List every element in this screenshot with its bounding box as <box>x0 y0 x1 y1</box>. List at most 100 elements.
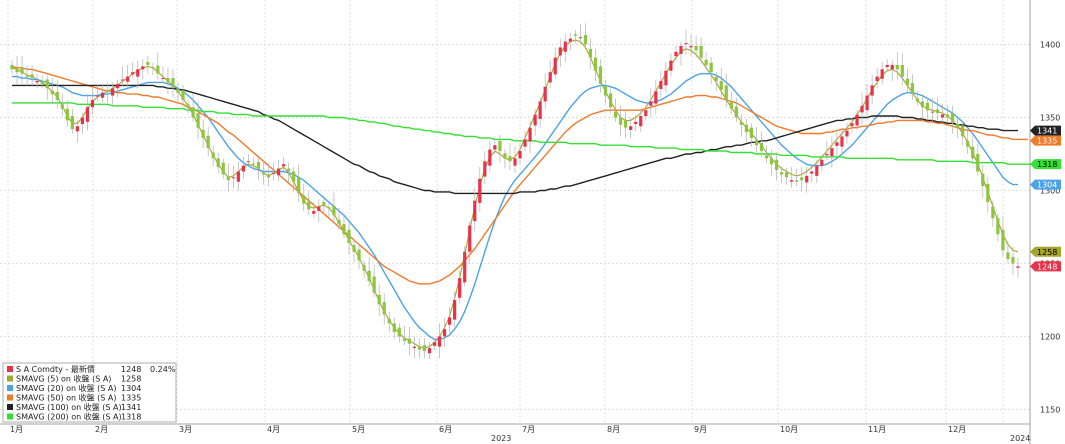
candle-body <box>151 67 155 69</box>
legend-swatch <box>7 413 13 420</box>
candle-body <box>417 346 422 350</box>
candle-body <box>885 64 889 68</box>
candle-body <box>1001 229 1005 251</box>
candle-body <box>332 205 336 216</box>
candle-body <box>945 114 950 118</box>
candle-body <box>749 127 754 138</box>
candle-body <box>644 110 648 117</box>
candle-body <box>754 140 759 146</box>
candle-body <box>704 59 708 65</box>
candle-body <box>367 270 371 281</box>
candle-body <box>342 224 346 235</box>
candle-body <box>568 38 572 42</box>
candle-body <box>453 299 457 320</box>
candle-body <box>870 85 874 96</box>
candle-body <box>880 69 884 79</box>
candle-body <box>563 41 567 52</box>
candle-body <box>141 66 145 70</box>
candle-body <box>729 102 733 109</box>
x-tick-label: 6月 <box>439 425 452 434</box>
candle-body <box>256 161 261 169</box>
candle-body <box>719 80 723 90</box>
candle-body <box>920 101 925 108</box>
y-tick-label: 1200 <box>1040 332 1060 341</box>
candle-body <box>70 116 74 130</box>
candle-body <box>75 126 79 132</box>
candle-body <box>121 79 125 81</box>
candle-body <box>1006 252 1010 260</box>
x-year-label: 2023 <box>491 434 511 443</box>
candle-body <box>201 129 205 138</box>
candle-body <box>347 229 351 244</box>
candle-body <box>463 251 467 283</box>
candle-body <box>578 37 582 39</box>
legend-box <box>2 362 177 423</box>
ma-value-tag-2 <box>1030 135 1061 146</box>
candle-body <box>352 245 356 252</box>
candle-body <box>90 99 95 108</box>
candle-body <box>744 124 748 133</box>
candle-body <box>669 60 673 71</box>
candle-body <box>659 80 663 90</box>
candle-body <box>699 45 703 58</box>
x-tick-label: 12月 <box>948 425 966 434</box>
candle-body <box>654 91 658 104</box>
x-axis: 1月 2月 3月 4月 5月 6月 7月 8月 9月 10月 11月 12月 2023 2024 <box>0 423 1030 443</box>
candle-body <box>407 338 411 344</box>
candle-body <box>442 329 447 337</box>
candle-body <box>126 76 130 82</box>
candle-body <box>518 151 522 159</box>
candle-body <box>105 90 110 92</box>
candle-body <box>231 177 235 179</box>
candle-body <box>956 124 960 128</box>
candle-body <box>136 69 140 77</box>
y-tick-label: 1400 <box>1040 40 1060 49</box>
candle-body <box>820 159 824 166</box>
candle-body <box>830 148 834 157</box>
candle-body <box>287 168 291 172</box>
grid <box>0 0 1030 424</box>
candle-body <box>357 249 361 261</box>
candle-body <box>890 64 894 70</box>
candle-body <box>156 65 160 74</box>
candle-body <box>377 294 381 305</box>
legend-swatch <box>7 404 13 410</box>
candle-body <box>991 206 995 219</box>
candle-body <box>412 346 416 349</box>
candle-body <box>593 57 598 71</box>
candle-body <box>966 140 970 147</box>
candle-body <box>759 143 764 152</box>
candle-body <box>634 121 638 125</box>
legend-change: 0.24% <box>150 365 176 374</box>
candle-body <box>639 116 643 127</box>
ma-value-tag-0-label: 1258 <box>1037 248 1057 257</box>
candle-body <box>478 178 482 203</box>
candle-body <box>35 80 39 83</box>
candle-body <box>598 66 603 84</box>
candle-body <box>684 43 688 45</box>
candle-body <box>176 89 180 93</box>
candle-body <box>951 113 955 122</box>
candle-body <box>397 327 401 337</box>
candle-body <box>387 318 391 324</box>
ma-value-tag-3 <box>1030 125 1061 136</box>
candle-body <box>779 172 784 175</box>
candle-body <box>764 155 769 159</box>
candle-body <box>25 75 29 77</box>
candle-body <box>186 104 190 108</box>
candle-body <box>503 153 507 159</box>
legend-swatch <box>7 375 13 382</box>
candle-body <box>30 74 34 79</box>
legend-swatch <box>7 385 13 391</box>
candle-body <box>825 153 829 156</box>
candle-body <box>427 348 432 354</box>
candle-body <box>986 183 990 203</box>
candle-body <box>111 88 115 96</box>
candle-body <box>196 113 200 128</box>
candle-body <box>131 72 135 75</box>
legend-label: SMAVG (20) on 收盤 (S A) <box>16 383 117 393</box>
candle-body <box>402 338 406 341</box>
